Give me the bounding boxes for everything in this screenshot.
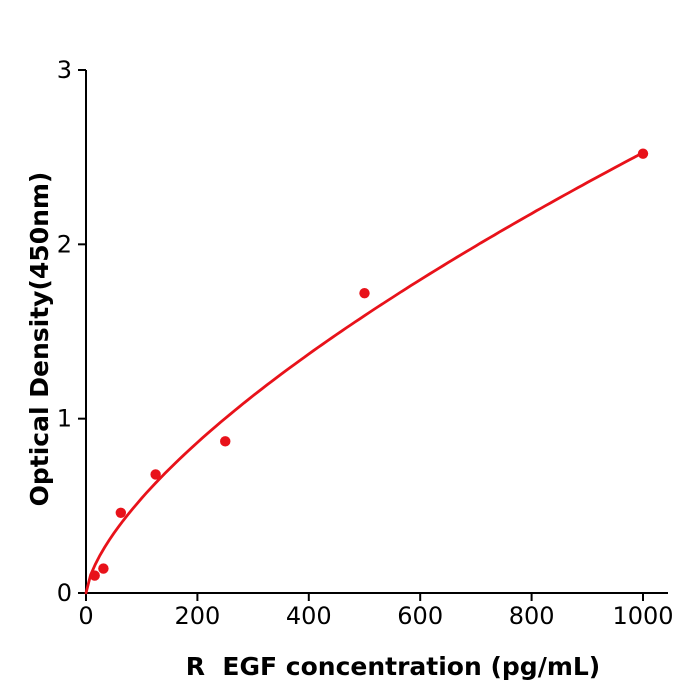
x-tick-label: 0 xyxy=(78,602,93,630)
y-tick-label: 1 xyxy=(57,405,72,433)
data-point xyxy=(359,287,370,299)
y-tick-label: 3 xyxy=(57,56,72,84)
axes-spines xyxy=(85,70,668,594)
x-tick-label: 600 xyxy=(397,602,443,630)
fit-curve xyxy=(84,151,645,595)
x-tick-label: 400 xyxy=(286,602,332,630)
data-point xyxy=(150,469,161,480)
data-point xyxy=(637,148,649,159)
data-point xyxy=(89,570,100,581)
data-points xyxy=(89,148,649,581)
y-tick-label: 0 xyxy=(57,579,72,607)
data-point xyxy=(115,507,127,519)
x-tick-label: 1000 xyxy=(612,602,673,630)
y-axis-label: Optical Density(450nm) xyxy=(25,172,54,507)
data-point xyxy=(220,436,231,447)
data-point xyxy=(98,563,109,574)
x-axis-ticks: 0 200 400 600 800 1000 xyxy=(78,593,674,630)
y-tick-label: 2 xyxy=(57,230,72,258)
x-tick-label: 800 xyxy=(509,602,555,630)
x-axis-label: R EGF concentration (pg/mL) xyxy=(186,652,601,681)
x-tick-label: 200 xyxy=(174,602,220,630)
y-axis-ticks: 0 1 2 3 xyxy=(57,56,86,607)
